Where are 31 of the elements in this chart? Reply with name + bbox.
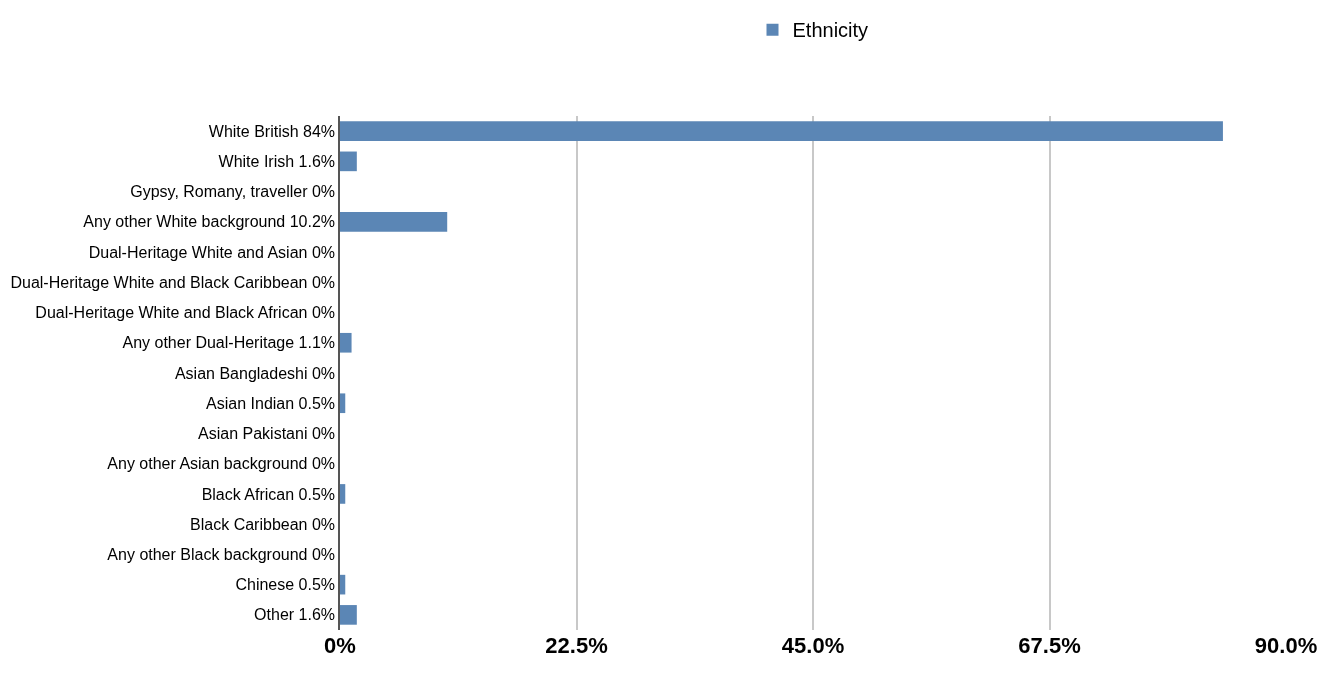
bar xyxy=(340,332,352,353)
y-tick-label: Chinese 0.5% xyxy=(235,576,336,594)
y-tick-label: White British 84% xyxy=(208,122,336,140)
bar xyxy=(340,605,357,625)
y-tick-label: Gypsy, Romany, traveller 0% xyxy=(130,183,336,201)
bar xyxy=(340,212,448,232)
y-tick-label: Black Caribbean 0% xyxy=(190,515,336,533)
y-tick-label: Any other Black background 0% xyxy=(107,546,336,564)
y-tick-label: Asian Pakistani 0% xyxy=(198,425,336,443)
x-tick-label: 90.0% xyxy=(1254,633,1318,658)
bar xyxy=(340,484,346,504)
bar xyxy=(340,574,346,595)
bar xyxy=(340,393,346,414)
bar xyxy=(340,151,357,172)
legend-label: Ethnicity xyxy=(792,19,869,42)
y-tick-label: Any other Dual-Heritage 1.1% xyxy=(122,334,336,352)
x-tick-label: 45.0% xyxy=(781,633,845,658)
x-tick-label: 67.5% xyxy=(1018,633,1081,658)
x-tick-label: 22.5% xyxy=(545,633,608,658)
y-tick-label: Dual-Heritage White and Black Caribbean 0% xyxy=(10,273,336,291)
y-tick-label: Black African 0.5% xyxy=(201,485,336,503)
y-tick-label: Any other Asian background 0% xyxy=(107,455,336,473)
y-tick-label: Dual-Heritage White and Asian 0% xyxy=(88,243,336,261)
y-tick-label: Dual-Heritage White and Black African 0% xyxy=(35,304,336,322)
y-tick-label: Asian Bangladeshi 0% xyxy=(174,364,336,382)
y-tick-label: Asian Indian 0.5% xyxy=(206,394,336,412)
x-tick-label: 0% xyxy=(324,633,356,658)
y-tick-label: Other 1.6% xyxy=(254,606,336,624)
bar xyxy=(340,121,1223,141)
y-tick-label: White Irish 1.6% xyxy=(218,152,336,170)
y-tick-label: Any other White background 10.2% xyxy=(83,213,336,231)
